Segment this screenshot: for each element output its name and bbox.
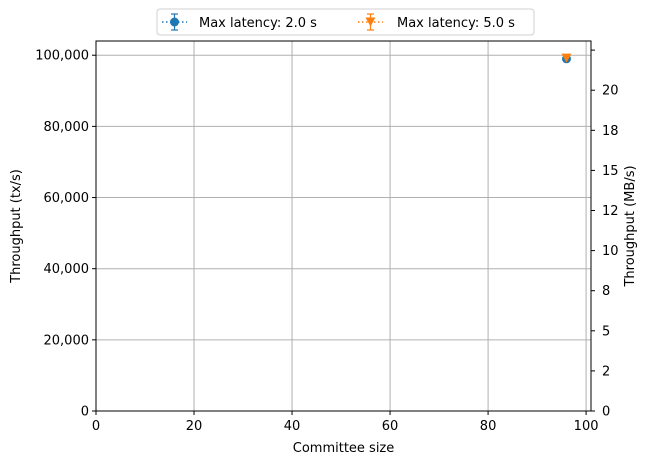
y-axis-right: 0 2 5 8 10 12 15 18 20 [591,49,619,420]
legend-label: Max latency: 5.0 s [397,16,515,31]
x-axis-label: Committee size [293,441,395,456]
y-axis-left: 0 20,000 40,000 60,000 80,000 100,000 [35,49,96,420]
y-right-tick-label: 20 [602,84,619,99]
y-axis-label: Throughput (tx/s) [9,169,24,284]
y-right-tick-label: 5 [602,324,610,339]
legend-label: Max latency: 2.0 s [199,16,317,31]
plot-frame [95,40,592,412]
x-tick-label: 60 [382,419,399,434]
x-tick-label: 100 [574,419,599,434]
y-right-tick-label: 18 [602,124,619,139]
y-tick-label: 20,000 [44,333,90,348]
x-tick-label: 40 [284,419,301,434]
y-right-tick-label: 2 [602,364,610,379]
x-axis: 0 20 40 60 80 100 [92,411,599,434]
y-axis-right-label: Throughput (MB/s) [623,165,638,287]
legend-box [156,8,535,36]
x-tick-label: 20 [186,419,203,434]
series-layer [561,53,572,64]
y-right-tick-label: 15 [602,164,619,179]
y-tick-label: 80,000 [44,120,90,135]
y-tick-label: 40,000 [44,262,90,277]
legend-item: Max latency: 2.0 s [162,13,317,31]
y-right-tick-label: 12 [602,204,619,219]
legend-item: Max latency: 5.0 s [358,13,515,31]
x-tick-label: 0 [92,419,100,434]
y-right-tick-label: 10 [602,244,619,259]
grid [95,41,591,412]
x-tick-label: 80 [480,419,497,434]
legend-marker-circle [170,17,179,27]
y-tick-label: 60,000 [44,191,90,206]
data-point-triangle [561,53,572,63]
legend-marker-triangle [365,17,376,27]
y-tick-label: 0 [81,405,89,420]
y-tick-label: 100,000 [35,49,89,64]
y-right-tick-label: 0 [602,405,610,420]
legend: Max latency: 2.0 s Max latency: 5.0 s [156,8,535,36]
y-right-tick-label: 8 [602,284,610,299]
